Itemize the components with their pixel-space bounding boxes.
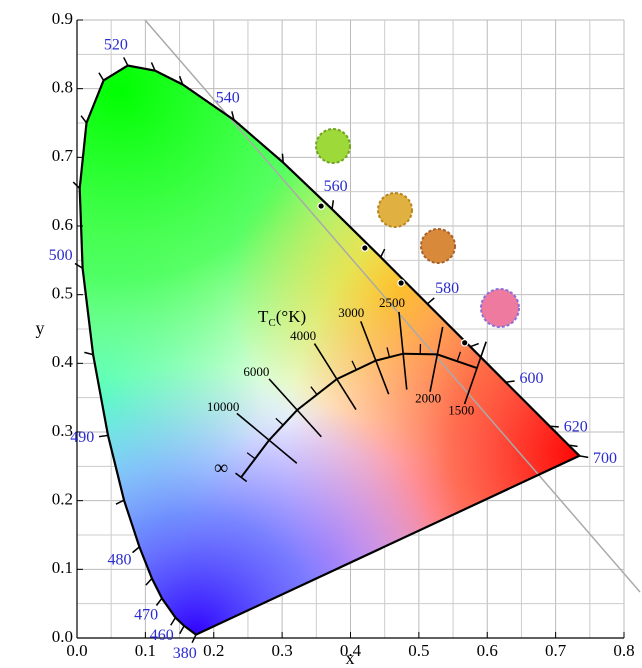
locus-tick xyxy=(506,381,515,382)
wavelength-label: 620 xyxy=(564,419,588,436)
temperature-label: 1500 xyxy=(448,403,474,418)
planck-title: TC(°K) xyxy=(258,307,306,329)
y-tick-label: 0.6 xyxy=(52,215,73,234)
chart: 0.00.10.20.30.40.50.60.70.80.00.10.20.30… xyxy=(0,0,642,668)
y-tick-label: 0.8 xyxy=(52,78,73,97)
x-tick-label: 0.7 xyxy=(545,641,567,660)
wavelength-label: 490 xyxy=(70,429,94,446)
x-tick-label: 0.8 xyxy=(613,641,634,660)
sample-point xyxy=(318,203,324,209)
wavelength-label: 480 xyxy=(107,552,131,569)
wavelength-label: 700 xyxy=(593,450,617,467)
temperature-label: 2500 xyxy=(379,295,405,310)
wavelength-label: 560 xyxy=(324,178,348,195)
planck-title-unit: (°K) xyxy=(276,307,306,326)
wavelength-label: 540 xyxy=(216,89,240,106)
locus-tick xyxy=(282,154,283,163)
sample-point xyxy=(398,280,404,286)
y-tick-label: 0.7 xyxy=(52,146,74,165)
sample-point xyxy=(362,245,368,251)
temperature-label: 2000 xyxy=(415,391,441,406)
temperature-label: 6000 xyxy=(243,364,269,379)
y-axis-label: y xyxy=(36,318,45,338)
wavelength-label: 500 xyxy=(49,247,73,264)
locus-tick xyxy=(192,635,196,643)
locus-tick xyxy=(470,344,478,347)
locus-tick xyxy=(156,598,161,605)
x-tick-label: 0.3 xyxy=(272,641,293,660)
wavelength-label: 460 xyxy=(150,627,174,644)
sample-image xyxy=(421,229,455,263)
locus-tick xyxy=(99,435,108,436)
y-tick-label: 0.5 xyxy=(52,284,73,303)
y-tick-label: 0.2 xyxy=(52,490,73,509)
wavelength-label: 600 xyxy=(519,370,543,387)
locus-tick xyxy=(550,426,559,427)
sample-image xyxy=(316,129,350,163)
locus-tick xyxy=(332,200,333,209)
planck-title-main: T xyxy=(258,307,269,326)
locus-tick xyxy=(133,547,140,553)
locus-tick xyxy=(381,249,385,257)
y-tick-label: 0.0 xyxy=(52,627,73,646)
locus-tick xyxy=(180,626,184,634)
x-axis-label: x xyxy=(346,648,355,668)
wavelength-label: 520 xyxy=(104,37,128,54)
locus-tick xyxy=(579,456,588,458)
locus-tick xyxy=(81,116,86,123)
x-tick-label: 0.5 xyxy=(408,641,429,660)
y-tick-label: 0.9 xyxy=(52,9,73,28)
x-tick-label: 0.2 xyxy=(203,641,224,660)
locus-tick xyxy=(124,57,128,65)
locus-tick xyxy=(84,352,93,354)
sample-point xyxy=(461,340,467,346)
temperature-label: 3000 xyxy=(338,305,364,320)
page: {"chart_data": { "type": "chromaticity",… xyxy=(0,0,642,668)
y-tick-label: 0.1 xyxy=(52,558,73,577)
sample-image xyxy=(378,193,412,227)
temperature-label: 10000 xyxy=(207,399,240,414)
wavelength-label: 580 xyxy=(435,280,459,297)
sample-image xyxy=(481,289,519,327)
temperature-label: ∞ xyxy=(214,457,228,479)
temperature-label: 4000 xyxy=(290,328,316,343)
planck-title-sub: C xyxy=(268,317,275,329)
locus-tick xyxy=(171,618,176,626)
locus-tick xyxy=(427,298,434,304)
wavelength-label: 470 xyxy=(134,607,158,624)
wavelength-label: 380 xyxy=(173,645,197,662)
locus-tick xyxy=(146,578,152,585)
locus-tick xyxy=(99,73,104,81)
y-tick-label: 0.4 xyxy=(52,352,74,371)
x-tick-label: 0.6 xyxy=(477,641,498,660)
